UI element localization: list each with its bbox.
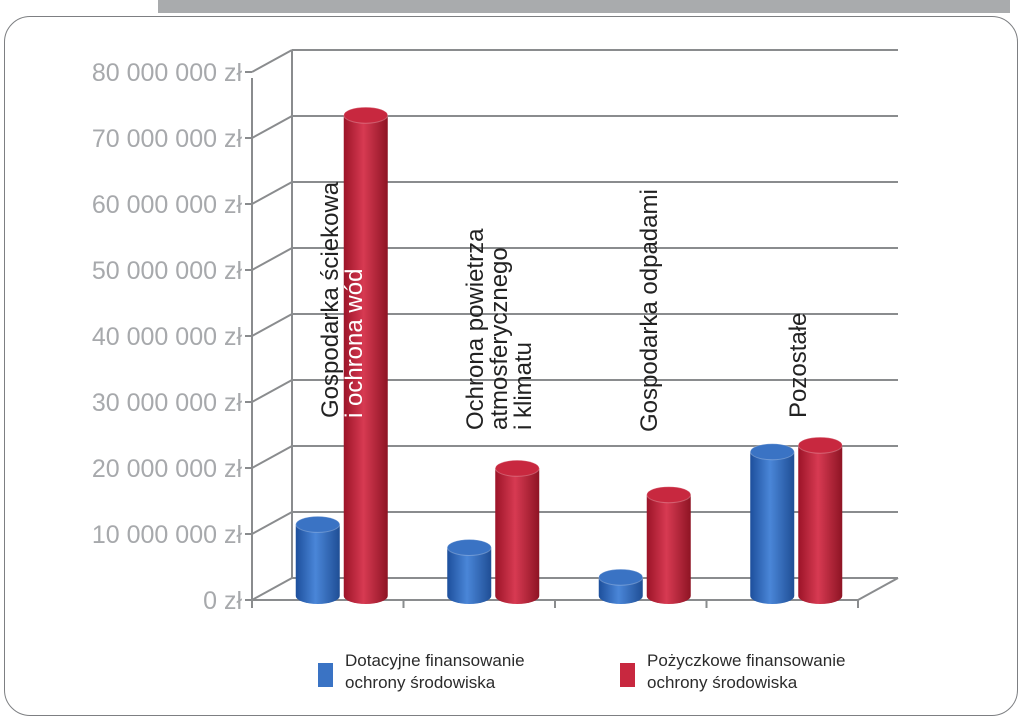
- category-label-line: atmosferycznego: [486, 247, 513, 430]
- gridlines: [251, 49, 898, 601]
- bar: [598, 568, 644, 604]
- y-tick-label: 20 000 000 zł: [92, 455, 243, 483]
- grid-connector: [251, 49, 293, 73]
- bar: [446, 539, 492, 604]
- bar-body: [295, 524, 340, 604]
- grid-connector: [251, 115, 293, 139]
- legend-label-pozyczkowe: Pożyczkowe finansowanie ochrony środowis…: [647, 650, 887, 694]
- category-label-line: Ochrona powietrza: [462, 228, 489, 430]
- y-tick-label: 60 000 000 zł: [92, 191, 243, 219]
- grid-connector: [251, 511, 293, 535]
- grid-connector: [251, 379, 293, 403]
- bar-body: [646, 494, 691, 604]
- bar-body: [798, 445, 843, 604]
- bar: [343, 106, 389, 604]
- y-tick-label: 50 000 000 zł: [92, 257, 243, 285]
- bar: [646, 486, 692, 604]
- bar: [494, 459, 540, 604]
- legend-swatch-blue: [318, 663, 333, 687]
- top-header-bar: [158, 0, 1010, 13]
- bar-body: [495, 468, 540, 604]
- y-tick-label: 80 000 000 zł: [92, 59, 243, 87]
- category-label: Pozostałe: [785, 313, 812, 418]
- grid-connector: [251, 313, 293, 337]
- category-label: Gospodarka ściekowai ochrona wód: [317, 181, 368, 418]
- grid-connector: [251, 247, 293, 271]
- legend-label-line: Dotacyjne finansowanie: [345, 651, 525, 670]
- y-tick-label: 40 000 000 zł: [92, 323, 243, 351]
- category-label-line: Gospodarka ściekowa: [317, 181, 344, 418]
- legend-item-pozyczkowe: Pożyczkowe finansowanie ochrony środowis…: [620, 650, 887, 700]
- legend-label-line: ochrony środowiska: [345, 673, 496, 692]
- bar: [749, 443, 795, 604]
- category-label-line: Pozostałe: [785, 313, 812, 418]
- category-label: Gospodarka odpadami: [636, 189, 663, 432]
- category-label-line: Gospodarka odpadami: [636, 189, 663, 432]
- bars: [295, 106, 843, 604]
- category-label: Ochrona powietrzaatmosferycznegoi klimat…: [462, 228, 537, 430]
- bar-body: [750, 451, 795, 604]
- floor-edge: [857, 577, 899, 601]
- legend-swatch-red: [620, 663, 635, 687]
- bar: [295, 515, 341, 604]
- grid-connector: [251, 445, 293, 469]
- legend-label-line: Pożyczkowe finansowanie: [647, 651, 846, 670]
- bar-body: [447, 547, 492, 604]
- bar-top: [494, 459, 540, 477]
- bar-top: [646, 486, 692, 504]
- axes: 0 zł 10 000 000 zł 20 000 000 zł 30 000 000…: [92, 50, 899, 615]
- bar-top: [598, 568, 644, 586]
- legend-label-dotacyjne: Dotacyjne finansowanie ochrony środowisk…: [345, 650, 585, 694]
- bar-top: [343, 106, 389, 124]
- category-label-line: i ochrona wód: [341, 269, 368, 418]
- y-tick-label: 30 000 000 zł: [92, 389, 243, 417]
- y-tick-label: 10 000 000 zł: [92, 521, 243, 549]
- bar-top: [295, 515, 341, 533]
- bar-top: [749, 443, 795, 461]
- grid-connector: [251, 577, 293, 601]
- category-label-line: i klimatu: [510, 342, 537, 430]
- legend-item-dotacyjne: Dotacyjne finansowanie ochrony środowisk…: [318, 650, 585, 700]
- legend-label-line: ochrony środowiska: [647, 673, 798, 692]
- bar-top: [797, 436, 843, 454]
- grid-connector: [251, 181, 293, 205]
- y-tick-label: 70 000 000 zł: [92, 125, 243, 153]
- bar: [797, 436, 843, 604]
- y-tick-label: 0 zł: [203, 587, 242, 615]
- bar-top: [446, 539, 492, 556]
- bar-body: [343, 115, 388, 604]
- category-labels: Gospodarka ściekowai ochrona wód Ochrona …: [317, 181, 812, 432]
